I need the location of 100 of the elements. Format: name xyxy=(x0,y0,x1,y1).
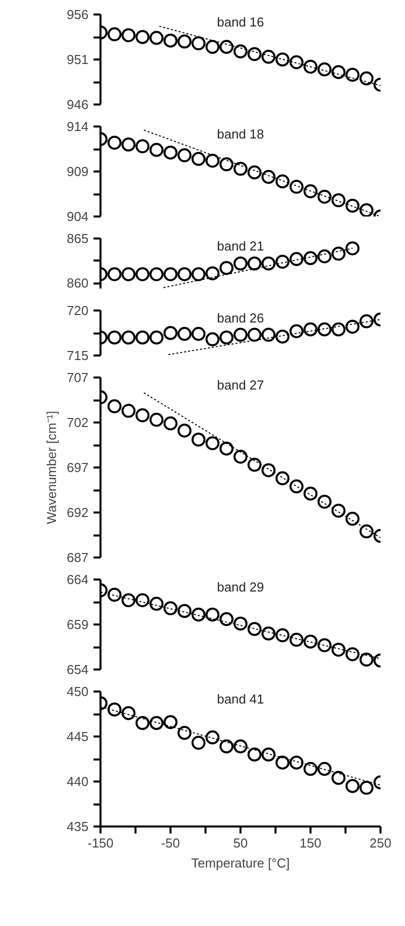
point xyxy=(304,322,318,336)
point xyxy=(122,138,136,152)
point xyxy=(346,512,360,526)
y-tick-label: 909 xyxy=(66,164,89,179)
point xyxy=(164,715,178,730)
point xyxy=(304,251,318,266)
point xyxy=(108,267,122,282)
point xyxy=(164,146,178,160)
point xyxy=(150,716,164,730)
chart-title: band 21 xyxy=(217,238,264,254)
point xyxy=(178,726,192,740)
point xyxy=(262,256,276,270)
point xyxy=(234,328,248,342)
point xyxy=(164,267,178,282)
point xyxy=(248,748,262,762)
point xyxy=(234,162,248,176)
point xyxy=(290,756,304,770)
point xyxy=(206,332,220,346)
point xyxy=(262,170,276,184)
y-tick-label: 865 xyxy=(66,231,89,246)
point xyxy=(360,314,374,328)
point xyxy=(178,267,192,282)
point xyxy=(108,702,122,716)
y-tick-label: 687 xyxy=(66,550,89,565)
x-tick-label: -150 xyxy=(87,836,114,850)
point xyxy=(150,142,164,157)
y-tick-label: 664 xyxy=(66,572,89,587)
point xyxy=(122,267,136,282)
point xyxy=(136,408,150,422)
point xyxy=(332,642,346,657)
point xyxy=(346,198,360,213)
point xyxy=(234,739,248,754)
point xyxy=(248,47,262,62)
point xyxy=(318,494,332,509)
point xyxy=(192,608,206,622)
point xyxy=(262,748,276,762)
point xyxy=(150,596,164,611)
point xyxy=(164,34,178,48)
point xyxy=(192,432,206,447)
point xyxy=(276,52,290,66)
y-tick-label: 914 xyxy=(66,119,89,134)
point xyxy=(318,249,332,264)
point xyxy=(178,604,192,618)
y-tick-label: 435 xyxy=(66,819,89,834)
point xyxy=(178,424,192,438)
point xyxy=(206,266,220,280)
point xyxy=(304,60,318,74)
point xyxy=(318,762,332,776)
point xyxy=(234,450,248,464)
point xyxy=(164,416,178,430)
y-tick-label: 654 xyxy=(66,662,89,677)
point xyxy=(206,608,220,622)
chart-title: band 18 xyxy=(217,126,264,142)
point xyxy=(122,404,136,418)
y-tick-label: 450 xyxy=(66,684,89,699)
point xyxy=(290,252,304,266)
point xyxy=(122,330,136,344)
point xyxy=(136,267,150,282)
point xyxy=(220,442,234,456)
point xyxy=(318,638,332,652)
y-tick-label: 720 xyxy=(66,303,89,318)
point xyxy=(360,780,374,795)
point xyxy=(122,593,136,608)
point xyxy=(248,165,262,180)
point xyxy=(150,412,164,427)
y-tick-label: 697 xyxy=(66,460,89,475)
chart-title: band 29 xyxy=(217,580,264,594)
point xyxy=(206,154,220,168)
point xyxy=(346,68,360,82)
chart-title: band 41 xyxy=(217,692,264,706)
point xyxy=(318,190,332,204)
y-tick-label: 904 xyxy=(66,209,89,224)
point xyxy=(248,328,262,342)
y-tick-label: 702 xyxy=(66,415,89,430)
point xyxy=(304,634,318,649)
point xyxy=(136,593,150,608)
y-tick-label: 860 xyxy=(66,276,89,291)
point xyxy=(290,632,304,647)
point xyxy=(122,28,136,42)
point xyxy=(136,139,150,154)
point xyxy=(360,524,374,538)
point xyxy=(206,436,220,450)
point xyxy=(360,652,374,667)
point xyxy=(136,30,150,44)
x-axis-title: Temperature [°C] xyxy=(191,856,290,870)
point xyxy=(220,260,234,275)
point xyxy=(276,628,290,642)
point xyxy=(346,779,360,793)
point xyxy=(262,50,276,64)
point xyxy=(304,486,318,501)
point xyxy=(192,152,206,166)
point xyxy=(108,399,122,414)
point xyxy=(346,647,360,662)
point xyxy=(332,246,346,261)
point xyxy=(164,601,178,616)
point xyxy=(136,716,150,730)
point xyxy=(276,756,290,770)
y-tick-label: 951 xyxy=(66,52,89,67)
point xyxy=(290,180,304,194)
point xyxy=(346,320,360,334)
